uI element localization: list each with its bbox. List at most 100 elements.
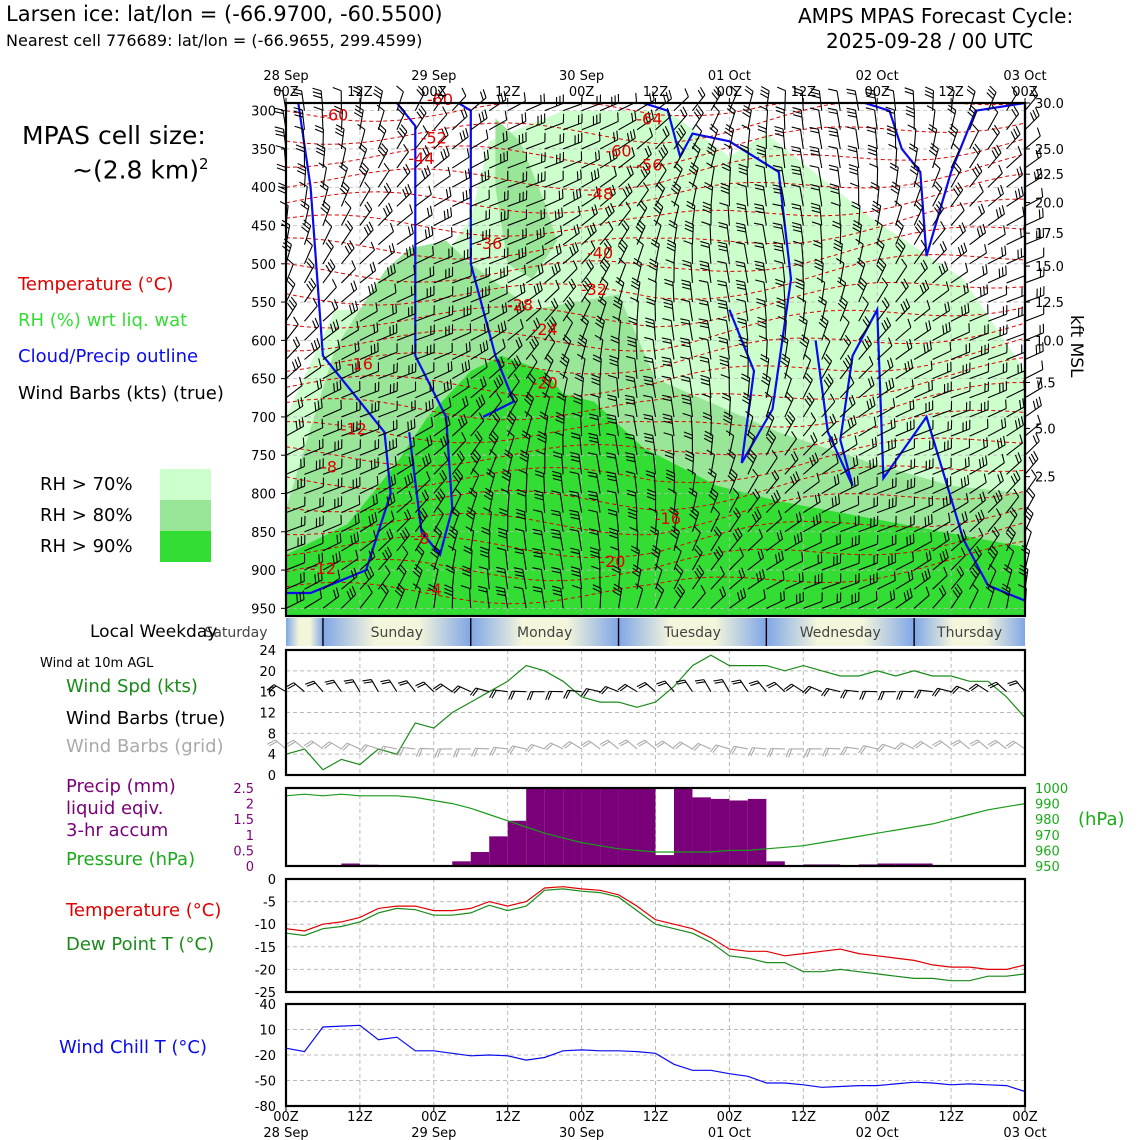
wind-barb-153 <box>378 438 398 456</box>
wind-barb-193 <box>414 165 431 188</box>
wind-barb-591 <box>673 544 682 571</box>
wind-barb-699 <box>747 548 765 571</box>
wind-barb-249 <box>452 208 472 227</box>
temp-contour-11 <box>285 322 1026 375</box>
wind-barb-774 <box>802 432 818 456</box>
wind-barb-325 <box>507 112 527 131</box>
wind-barb-416 <box>562 296 575 322</box>
wind-barb-795 <box>818 315 829 341</box>
wind-barb-132 <box>359 548 376 571</box>
temp-label-6: -24 <box>532 320 558 339</box>
wind-barb-655 <box>718 221 730 245</box>
kft-label-4: 17.5 <box>1035 227 1064 242</box>
wind-barb-637 <box>701 393 712 417</box>
temp-label-0: -60 <box>322 105 348 124</box>
temp-contour-21 <box>285 540 1026 605</box>
wind-barb-129 <box>359 494 378 514</box>
wind-barb-179 <box>396 418 416 437</box>
wind-barb-447 <box>574 373 584 398</box>
wind-barb-82 <box>333 105 344 130</box>
temp-contour-2 <box>285 122 1026 168</box>
wind-barb-504 <box>606 433 620 456</box>
wind-barb-656 <box>717 241 730 264</box>
wind-barb-205 <box>415 398 434 418</box>
wind-barb-800 <box>821 413 837 437</box>
cell-size-value: ~(2.8 km)2 <box>72 155 209 185</box>
wind-barb-660 <box>717 318 730 341</box>
wind-barb-126 <box>359 438 380 456</box>
wind-barb-730 <box>775 106 786 130</box>
wind-barb-327 <box>507 151 527 169</box>
top-time-label-7: 12Z <box>791 85 817 100</box>
wind-barb-398 <box>534 470 546 494</box>
temp-label-12: -8 <box>414 529 430 548</box>
wind-barb-451 <box>570 451 583 475</box>
wind-barb-247 <box>452 168 471 188</box>
rh-swatch-2 <box>160 531 211 562</box>
wind-barb-434 <box>581 131 601 150</box>
wind-barb-799 <box>821 393 836 418</box>
wind-barb-566 <box>654 583 665 609</box>
wind-barb-713 <box>756 298 767 322</box>
pressure-legend: Pressure (hPa) <box>66 849 196 870</box>
wind-barb-452 <box>569 471 583 494</box>
wind-barb-223 <box>433 227 453 246</box>
windchill-tick-40: 40 <box>259 998 276 1013</box>
wind-barb-260 <box>451 413 468 437</box>
pressure-tick-950: 950 <box>1035 860 1060 875</box>
wind-barb-474 <box>591 374 601 398</box>
precip-legend-1: Precip (mm) <box>66 776 176 797</box>
kft-label-9: 5.0 <box>1035 422 1056 437</box>
wind-barb-409 <box>562 169 582 188</box>
grid-barb-4 <box>340 742 361 751</box>
wind-barb-505 <box>606 452 620 475</box>
wind-barb-94 <box>341 341 360 360</box>
wind-barb-255 <box>452 323 472 341</box>
wind-barb-371 <box>518 469 528 494</box>
wind-barb-554 <box>643 356 657 379</box>
wind-barb-201 <box>415 324 435 341</box>
wind-10m-title: Wind at 10m AGL <box>40 656 154 671</box>
wind-barb-744 <box>784 372 792 398</box>
top-date-label-1: 29 Sep <box>411 69 456 84</box>
wind-barb-732 <box>773 145 786 169</box>
bottom-date-label-2: 30 Sep <box>559 1126 604 1140</box>
wind-barb-688 <box>738 336 749 360</box>
grid-barb-39 <box>987 739 1007 750</box>
true-barb-7 <box>397 680 416 693</box>
wind-barb-402 <box>532 548 546 571</box>
wind-barb-426 <box>551 490 564 513</box>
wind-barb-441 <box>581 258 594 284</box>
wind-barb-695 <box>747 468 759 494</box>
grid-barb-14 <box>525 743 545 753</box>
wind-barb-435 <box>581 150 601 169</box>
wind-barb-288 <box>470 430 483 456</box>
wind-barb-64 <box>322 278 337 303</box>
wind-barb-169 <box>396 224 414 246</box>
wind-barb-333 <box>507 264 527 284</box>
wind-barb-92 <box>341 300 359 322</box>
wind-barb-468 <box>599 258 611 284</box>
wind-barb-634 <box>698 337 712 360</box>
pressure-label-450: 450 <box>251 220 276 235</box>
true-barb-17 <box>580 688 601 697</box>
wind-barb-269 <box>444 584 454 609</box>
pressure-label-950: 950 <box>251 602 276 617</box>
wind-barb-118 <box>359 282 378 303</box>
wind-barb-270 <box>470 89 487 112</box>
wind-barb-390 <box>544 316 557 341</box>
wind-barb-336 <box>507 319 524 341</box>
wind-barb-782 <box>803 592 823 609</box>
wind-barb-534 <box>626 489 638 513</box>
temp-contour-19 <box>285 507 1026 559</box>
wind-barb-293 <box>465 526 475 551</box>
wind-barb-159 <box>377 546 393 571</box>
kft-label-2: 22.5 <box>1035 168 1064 183</box>
wind-barb-261 <box>451 432 467 456</box>
wind-barb-71 <box>322 419 343 437</box>
wind-barb-541 <box>655 107 671 131</box>
wind-barb-459 <box>599 93 620 112</box>
wind-barb-190 <box>414 105 427 131</box>
wind-barb-365 <box>525 354 538 379</box>
wind-barb-827 <box>839 415 857 437</box>
